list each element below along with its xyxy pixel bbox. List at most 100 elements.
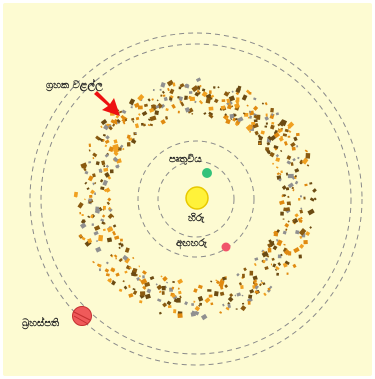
- asteroid-fragment: [276, 272, 280, 276]
- asteroid-fragment: [94, 181, 97, 185]
- asteroid-fragment: [199, 84, 202, 88]
- asteroid-fragment: [283, 249, 291, 256]
- asteroid-fragment: [287, 121, 295, 129]
- asteroid-fragment: [81, 236, 86, 241]
- asteroid-fragment: [271, 121, 275, 125]
- asteroid-fragment: [114, 235, 120, 240]
- asteroid-fragment: [139, 291, 146, 296]
- asteroid-fragment: [110, 254, 114, 258]
- jupiter-band: [73, 311, 91, 321]
- asteroid-fragment: [138, 113, 141, 116]
- asteroid-fragment: [106, 226, 114, 233]
- asteroid-fragment: [292, 157, 296, 162]
- asteroid-fragment: [162, 302, 168, 308]
- asteroid-fragment: [312, 188, 317, 193]
- asteroid-fragment: [107, 197, 112, 202]
- asteroid-fragment: [169, 95, 174, 99]
- asteroid-fragment: [179, 295, 182, 299]
- asteroid-fragment: [105, 261, 109, 265]
- asteroid-fragment: [227, 296, 234, 303]
- asteroid-fragment: [280, 149, 283, 153]
- asteroid-fragment: [156, 284, 163, 291]
- asteroid-fragment: [160, 94, 163, 97]
- asteroid-fragment: [303, 239, 308, 245]
- asteroid-fragment: [267, 135, 273, 141]
- asteroid-fragment: [108, 146, 114, 153]
- asteroid-fragment: [279, 200, 285, 206]
- asteroid-fragment: [273, 230, 279, 237]
- asteroid-fragment: [275, 166, 279, 169]
- asteroid-fragment: [102, 133, 106, 137]
- asteroid-fragment: [191, 303, 194, 306]
- asteroid-fragment: [93, 225, 101, 231]
- asteroid-fragment: [98, 137, 102, 141]
- asteroid-fragment: [126, 142, 131, 147]
- asteroid-fragment: [186, 107, 194, 114]
- asteroid-fragment: [112, 143, 119, 150]
- mars: [221, 242, 231, 252]
- asteroid-fragment: [91, 223, 94, 226]
- asteroid-fragment: [88, 143, 92, 148]
- asteroid-fragment: [160, 275, 163, 278]
- asteroid-fragment: [130, 106, 133, 109]
- asteroid-fragment: [115, 165, 120, 169]
- asteroid-fragment: [162, 94, 166, 97]
- asteroid-fragment: [213, 291, 219, 297]
- asteroid-belt-label: ග්‍රහක වළල්ල: [46, 78, 103, 92]
- asteroid-fragment: [260, 130, 265, 135]
- asteroid-fragment: [269, 124, 275, 130]
- asteroid-fragment: [264, 116, 269, 121]
- asteroid-fragment: [228, 95, 236, 102]
- asteroid-fragment: [166, 300, 172, 306]
- asteroid-fragment: [281, 127, 284, 130]
- asteroid-fragment: [249, 115, 253, 119]
- asteroid-fragment: [79, 234, 83, 238]
- asteroid-fragment: [271, 162, 275, 165]
- asteroid-fragment: [122, 280, 125, 283]
- asteroid-fragment: [241, 94, 248, 101]
- asteroid-fragment: [173, 298, 179, 303]
- asteroid-fragment: [84, 170, 89, 175]
- asteroid-fragment: [281, 185, 287, 190]
- asteroid-fragment: [274, 268, 278, 272]
- asteroid-fragment: [94, 192, 97, 196]
- asteroid-fragment: [180, 101, 185, 107]
- asteroid-fragment: [258, 142, 262, 145]
- asteroid-fragment: [232, 117, 237, 122]
- asteroid-fragment: [287, 182, 294, 189]
- asteroid-fragment: [226, 104, 232, 110]
- asteroid-fragment: [160, 103, 166, 109]
- asteroid-fragment: [207, 289, 212, 292]
- asteroid-fragment: [128, 266, 132, 270]
- asteroid-fragment: [178, 290, 182, 295]
- asteroid-fragment: [92, 260, 95, 264]
- asteroid-fragment: [228, 91, 231, 94]
- asteroid-fragment: [141, 110, 148, 117]
- asteroid-fragment: [301, 157, 309, 165]
- asteroid-fragment: [267, 248, 272, 253]
- asteroid-fragment: [299, 235, 303, 239]
- asteroid-fragment: [248, 294, 253, 299]
- asteroid-fragment: [291, 186, 295, 190]
- asteroid-fragment: [147, 123, 151, 127]
- asteroid-fragment: [93, 230, 99, 236]
- asteroid-fragment: [203, 112, 207, 115]
- asteroid-fragment: [199, 302, 203, 306]
- asteroid-fragment: [294, 180, 299, 185]
- asteroid-fragment: [267, 243, 272, 249]
- asteroid-fragment: [88, 149, 91, 152]
- asteroid-fragment: [309, 182, 313, 185]
- asteroid-fragment: [221, 99, 226, 102]
- asteroid-fragment: [266, 141, 271, 146]
- asteroid-fragment: [236, 292, 242, 297]
- asteroid-fragment: [103, 165, 106, 168]
- asteroid-fragment: [149, 275, 155, 281]
- asteroid-fragment: [296, 145, 299, 148]
- asteroid-fragment: [258, 283, 262, 287]
- asteroid-fragment: [134, 132, 137, 135]
- asteroid-fragment: [241, 294, 244, 297]
- asteroid-fragment: [179, 100, 182, 103]
- asteroid-fragment: [224, 276, 227, 278]
- asteroid-fragment: [98, 206, 103, 212]
- asteroid-fragment: [177, 278, 184, 285]
